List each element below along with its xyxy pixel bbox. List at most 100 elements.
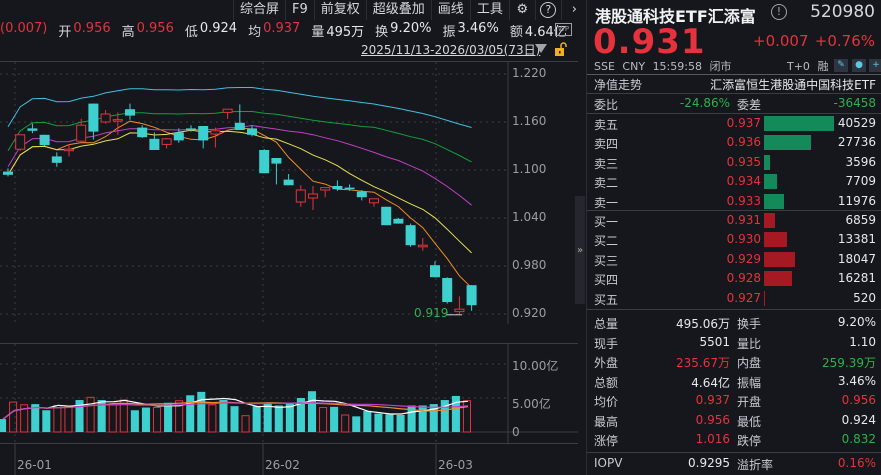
level-price: 0.935 <box>726 154 761 169</box>
security-name: 港股通科技ETF汇添富 <box>595 7 756 26</box>
volume-tick: 10.00亿 <box>512 359 559 373</box>
margin-label: 融 <box>817 60 829 73</box>
level-volume: 7709 <box>845 174 876 189</box>
stat-label: 量比 <box>737 336 762 351</box>
info-icon[interactable]: ! <box>771 4 787 20</box>
weicha-label: 委差 <box>737 98 762 112</box>
stat-value: 0.956 <box>841 393 876 407</box>
level-label: 卖二 <box>594 176 619 191</box>
turnover-label: 换 <box>375 25 389 40</box>
bid-level-3[interactable]: 买三 0.929 18047 <box>587 250 881 269</box>
level-volume: 13381 <box>837 232 876 247</box>
stat-value: 235.67万 <box>676 356 730 370</box>
ask-level-4[interactable]: 卖二 0.934 7709 <box>587 172 881 191</box>
bell-icon[interactable]: ● <box>852 59 866 72</box>
toolbar-f9-button[interactable]: F9 <box>285 0 314 20</box>
level-volume: 40529 <box>837 116 876 130</box>
level-volume-bar <box>764 193 784 209</box>
level-price: 0.933 <box>726 193 761 208</box>
exchange: SSE <box>594 60 615 73</box>
stat-label: 最低 <box>737 414 762 429</box>
level-price: 0.928 <box>726 271 761 286</box>
level-volume-bar <box>764 213 775 228</box>
question-mark-icon: ? <box>540 2 557 18</box>
ask-level-3[interactable]: 卖三 0.935 3596 <box>587 153 881 172</box>
quote-time: 15:59:58 <box>652 60 702 73</box>
toolbar-tools-button[interactable]: 工具 <box>469 0 509 20</box>
stat-label: 涨停 <box>594 434 619 448</box>
volume-chart[interactable]: 10.00亿 5.00亿 0 <box>0 343 578 444</box>
plus-icon[interactable]: + <box>869 59 881 72</box>
collapse-panel-button[interactable]: » <box>575 196 585 304</box>
volume-tick: 5.00亿 <box>512 397 551 411</box>
level-volume: 6859 <box>845 213 876 227</box>
unlock-icon[interactable] <box>555 42 567 56</box>
gear-icon[interactable]: ⚙ <box>508 0 535 20</box>
change-value: (0.007) <box>0 21 48 36</box>
stat-label: 外盘 <box>594 356 619 370</box>
nav-row[interactable]: 净值走势 汇添富恒生港股通中国科技ETF <box>587 74 881 93</box>
weicha-value: -36458 <box>833 96 876 110</box>
stat-label: 均价 <box>594 395 619 409</box>
stat-value: 5501 <box>699 334 730 349</box>
weibi-value: -24.86% <box>679 96 730 110</box>
level-label: 卖一 <box>594 195 619 210</box>
amplitude-value: 3.46% <box>457 21 499 36</box>
level-volume: 18047 <box>837 251 876 266</box>
iopv-label: IOPV <box>594 456 623 470</box>
pencil-icon[interactable]: ✎ <box>834 59 848 72</box>
toolbar-adjust-button[interactable]: 前复权 <box>313 0 366 20</box>
stat-value: 4.64亿 <box>691 375 730 390</box>
high-value: 0.956 <box>136 21 174 36</box>
level-price: 0.936 <box>726 135 761 150</box>
date-tick: 26-02 <box>265 458 300 472</box>
bid-level-5[interactable]: 买五 0.927 520 <box>587 289 881 308</box>
volume-tick: 0 <box>512 425 520 439</box>
open-value: 0.956 <box>73 21 111 36</box>
toolbar-overview-button[interactable]: 综合屏 <box>233 0 285 20</box>
ask-level-2[interactable]: 卖四 0.936 27736 <box>587 133 881 152</box>
level-volume: 520 <box>853 290 876 305</box>
stat-value: 3.46% <box>837 373 876 388</box>
chevron-right-icon[interactable]: › <box>560 0 587 20</box>
toolbar-overlay-button[interactable]: 超级叠加 <box>365 0 431 20</box>
level-volume-bar <box>764 290 765 306</box>
stats-row: 总额 4.64亿 振幅 3.46% <box>587 372 881 391</box>
level-volume-bar <box>764 135 811 151</box>
bid-level-2[interactable]: 买二 0.930 13381 <box>587 230 881 249</box>
amount-value: 4.64亿 <box>524 25 567 40</box>
low-value: 0.924 <box>199 21 238 36</box>
level-label: 买二 <box>594 234 619 249</box>
date-range[interactable]: 2025/11/13-2026/03/05(73日) <box>361 43 541 57</box>
wp-icon[interactable]: WP <box>555 23 572 36</box>
bid-level-1[interactable]: 买一 0.931 6859 <box>587 211 881 230</box>
stats-row: 总量 495.06万 换手 9.20% <box>587 313 881 332</box>
toolbar-draw-button[interactable]: 画线 <box>430 0 470 20</box>
level-volume: 27736 <box>837 135 876 150</box>
ask-level-1[interactable]: 卖五 0.937 40529 <box>587 114 881 133</box>
chart-toolbar: 综合屏 F9 前复权 超级叠加 画线 工具 ⚙ ? › <box>233 0 587 20</box>
volume-plot <box>0 344 578 444</box>
turnover-value: 9.20% <box>390 21 432 36</box>
level-label: 买一 <box>594 215 619 229</box>
amount-label: 额 <box>509 25 523 40</box>
nav-trend-link[interactable]: 净值走势 <box>594 78 643 92</box>
candlestick-chart[interactable]: 1.220 1.160 1.100 1.040 0.980 0.920 0.91… <box>0 61 578 324</box>
stat-label: 换手 <box>737 317 762 331</box>
stat-label: 现手 <box>594 336 619 351</box>
bid-level-4[interactable]: 买四 0.928 16281 <box>587 269 881 288</box>
level-volume-bar <box>764 232 787 248</box>
stats-row: 均价 0.937 开盘 0.956 <box>587 391 881 410</box>
premium-label: 溢折率 <box>737 458 774 472</box>
date-axis: 26-01 26-02 26-03 <box>0 443 578 475</box>
min-price-marker: 0.919 <box>414 306 449 320</box>
ask-level-5[interactable]: 卖一 0.933 11976 <box>587 192 881 211</box>
help-icon[interactable]: ? <box>534 0 561 20</box>
quote-panel: 港股通科技ETF汇添富 ! 520980 0.931 +0.007 +0.76%… <box>586 0 881 475</box>
iopv-value: 0.9295 <box>688 456 730 470</box>
stats-row: 现手 5501 量比 1.10 <box>587 333 881 352</box>
stat-label: 最高 <box>594 414 619 429</box>
level-price: 0.931 <box>726 213 761 227</box>
level-volume: 3596 <box>845 154 876 169</box>
dropdown-triangle-icon[interactable] <box>535 44 547 53</box>
